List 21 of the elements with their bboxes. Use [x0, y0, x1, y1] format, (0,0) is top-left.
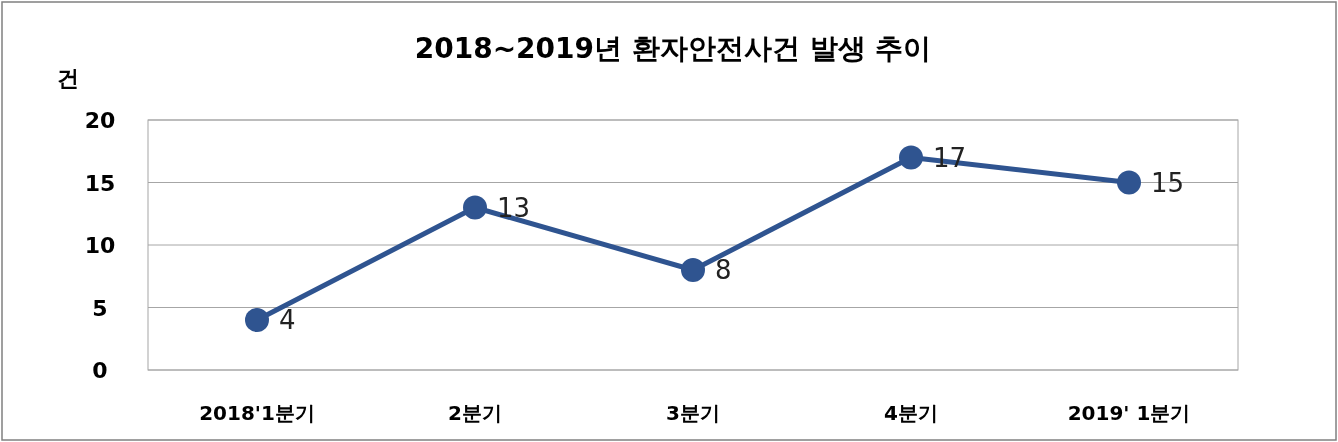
y-tick-label: 0: [92, 358, 108, 383]
data-label: 4: [279, 305, 296, 335]
point: [463, 195, 487, 220]
point: [681, 258, 705, 282]
y-tick-label: 5: [92, 295, 108, 321]
chart-title: 2018~2019년 환자안전사건 발생 추이: [414, 32, 932, 65]
point: [1117, 170, 1141, 195]
x-tick-label: 4분기: [884, 401, 938, 425]
x-tick-label: 2019' 1분기: [1067, 401, 1191, 425]
point: [245, 308, 269, 332]
y-axis-title: 건: [57, 66, 79, 91]
data-label: 13: [497, 192, 531, 223]
data-label: 8: [715, 255, 732, 285]
x-tick-label: 2분기: [448, 401, 502, 425]
point: [899, 145, 923, 170]
x-tick-label: 3분기: [666, 401, 720, 425]
data-label: 15: [1151, 167, 1185, 198]
x-tick-label: 2018'1분기: [199, 401, 315, 425]
y-tick-label: 15: [84, 170, 116, 196]
y-tick-label: 20: [84, 108, 116, 133]
y-tick-label: 10: [84, 233, 116, 258]
